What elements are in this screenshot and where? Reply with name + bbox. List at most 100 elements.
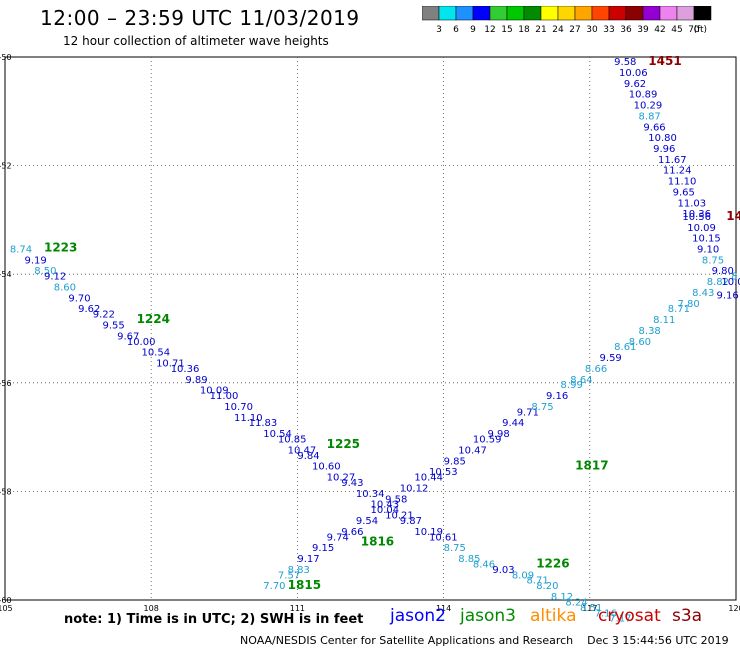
swh-value: 10.06	[619, 68, 648, 79]
swh-value: 9.43	[341, 478, 363, 489]
swh-value: 10.0	[721, 277, 740, 288]
swh-value: 9.19	[24, 255, 46, 266]
colorbar-label: 42	[654, 25, 665, 35]
sat-altika: altika	[530, 606, 577, 626]
track-time-label: 1816	[361, 535, 394, 549]
swh-value: 9.58	[385, 494, 407, 505]
swh-value: 9.58	[614, 57, 636, 68]
swh-value: 9.67	[117, 331, 139, 342]
swh-value: 9.85	[444, 456, 466, 467]
swh-value: 9.89	[185, 375, 207, 386]
swh-value: 10.71	[156, 359, 185, 370]
swh-value: 10.34	[356, 489, 385, 500]
sat-jason3: jason3	[460, 606, 516, 626]
colorbar-unit: (ft)	[693, 25, 707, 35]
swh-value: 9.22	[93, 310, 115, 321]
colorbar-label: 30	[586, 25, 598, 35]
swh-value: 9.98	[487, 429, 509, 440]
swh-value: 10.61	[429, 532, 458, 543]
swh-value: 10.29	[634, 101, 663, 112]
swh-value: 10.21	[385, 511, 414, 522]
swh-value: 9.16	[717, 291, 739, 302]
credit-text: NOAA/NESDIS Center for Satellite Applica…	[240, 634, 574, 647]
swh-value: 8.85	[458, 554, 480, 565]
colorbar-label: 3	[436, 25, 442, 35]
swh-value: 11.10	[668, 177, 697, 188]
swh-value: 9.62	[78, 304, 100, 315]
swh-value: 8.38	[639, 326, 661, 337]
colorbar-label: 21	[535, 25, 546, 35]
swh-value: 8.66	[585, 364, 607, 375]
swh-value: 9.87	[400, 516, 422, 527]
track-time-label: 1224	[137, 312, 170, 326]
swh-value: 9.54	[356, 516, 378, 527]
swh-value: 7.80	[678, 299, 700, 310]
swh-value: 10.04	[371, 505, 400, 516]
swh-value: 8.99	[561, 380, 583, 391]
sat-cryosat: cryosat	[598, 606, 661, 626]
swh-value: 9.96	[653, 144, 675, 155]
swh-value: 9.44	[502, 418, 524, 429]
swh-value: 10.60	[312, 462, 341, 473]
swh-value: 9.80	[712, 266, 734, 277]
swh-value: 9.66	[341, 527, 363, 538]
swh-value: 10.54	[263, 429, 292, 440]
swh-value: 8.75	[531, 402, 553, 413]
swh-value: 8.09	[512, 570, 534, 581]
swh-value: 11.83	[249, 418, 278, 429]
swh-value: 10.09	[687, 223, 716, 234]
swh-value: 9.03	[492, 565, 514, 576]
page-title: 12:00 – 23:59 UTC 11/03/2019	[40, 6, 360, 30]
swh-value: 10.59	[473, 435, 502, 446]
swh-value: 10.53	[429, 467, 458, 478]
colorbar-label: 39	[637, 25, 649, 35]
footer-credit: NOAA/NESDIS Center for Satellite Applica…	[240, 634, 729, 647]
page-subtitle: 12 hour collection of altimeter wave hei…	[63, 34, 329, 48]
swh-value: 8.50	[34, 266, 56, 277]
swh-value: 10.00	[127, 337, 156, 348]
swh-value: 11.03	[678, 198, 707, 209]
swh-value: 11.67	[658, 155, 687, 166]
colorbar-label: 24	[552, 25, 564, 35]
swh-value: 8.87	[639, 111, 661, 122]
swh-value: 9.59	[600, 353, 622, 364]
sat-jason2: jason2	[390, 606, 446, 626]
swh-value: 8.71	[526, 576, 548, 587]
swh-value: 9.71	[517, 407, 539, 418]
swh-value: 9.70	[68, 293, 90, 304]
x-tick-label: 114	[436, 604, 451, 613]
sat-s3a: s3a	[672, 606, 703, 626]
swh-value: 11.00	[210, 391, 239, 402]
swh-value: 8.83	[288, 565, 310, 576]
swh-value: 8.64	[570, 375, 592, 386]
swh-value: 8.74	[10, 244, 32, 255]
swh-value: 8	[731, 272, 737, 283]
swh-value: 10.47	[458, 445, 487, 456]
y-tick-label: -58	[0, 487, 12, 496]
swh-value: 10.80	[648, 133, 677, 144]
swh-value: 10.12	[400, 483, 429, 494]
colorbar-label: 36	[620, 25, 632, 35]
swh-value: 8.82	[707, 277, 729, 288]
track-time-label: 1223	[44, 240, 77, 254]
colorbar-label: 45	[671, 25, 682, 35]
swh-value: 9.62	[624, 79, 646, 90]
colorbar-label: 70	[688, 25, 700, 35]
swh-value: 9.55	[102, 321, 124, 332]
swh-value: 9.17	[297, 554, 319, 565]
colorbar-label: 15	[501, 25, 512, 35]
x-tick-label: 111	[290, 604, 305, 613]
swh-value: 10.43	[371, 500, 400, 511]
track-time-label: 1815	[288, 578, 321, 592]
y-tick-label: -54	[0, 270, 12, 279]
swh-value: 8.12	[551, 592, 573, 603]
swh-value: 8.71	[668, 304, 690, 315]
swh-value: 10.15	[692, 234, 721, 245]
swh-value: 10.09	[200, 386, 229, 397]
swh-value: 9.16	[546, 391, 568, 402]
colorbar-label: 33	[603, 25, 614, 35]
swh-value: 8.24	[565, 597, 587, 608]
swh-value: 10.70	[224, 402, 253, 413]
y-tick-label: -60	[0, 596, 12, 605]
